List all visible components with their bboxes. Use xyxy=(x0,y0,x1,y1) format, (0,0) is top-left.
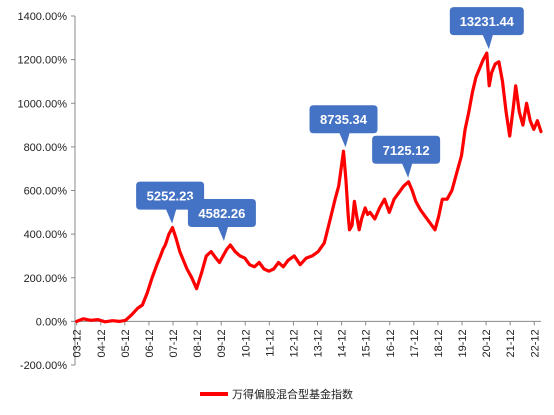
y-tick-label: 1000.00% xyxy=(17,98,67,110)
callout-box xyxy=(372,135,441,178)
x-tick-label: 05-12 xyxy=(120,329,132,357)
callout-box xyxy=(309,105,378,148)
x-tick-label: 07-12 xyxy=(168,329,180,357)
axes: -200.00% 0.00% 200.00% 400.00% 600.00% 800.00… xyxy=(17,11,541,372)
y-tick-label: 1200.00% xyxy=(17,55,67,67)
callout-layer: 5252.23 4582.26 8735.34 7125.12 13231.44 xyxy=(136,7,524,242)
x-tick-label: 04-12 xyxy=(96,329,108,357)
y-tick-label: 400.00% xyxy=(24,229,68,241)
y-tick-label: 0.00% xyxy=(36,316,67,328)
series-layer xyxy=(75,51,543,324)
x-tick-label: 10-12 xyxy=(240,329,252,357)
x-tick-label: 13-12 xyxy=(313,329,325,357)
y-tick-label: 200.00% xyxy=(24,273,68,285)
x-tick-label: 08-12 xyxy=(192,329,204,357)
y-tick-label: 600.00% xyxy=(24,186,68,198)
callout-label: 8735.34 xyxy=(320,112,368,127)
callout: 7125.12 xyxy=(372,135,441,178)
x-tick-label: 06-12 xyxy=(144,329,156,357)
callout-box xyxy=(449,7,524,50)
x-tick-label: 17-12 xyxy=(409,329,421,357)
callout: 8735.34 xyxy=(309,105,378,148)
x-tick-label: 15-12 xyxy=(361,329,373,357)
y-tick-label: -200.00% xyxy=(20,360,67,372)
callout-box xyxy=(187,199,256,242)
callout: 4582.26 xyxy=(187,199,256,242)
legend-label: 万得偏股混合型基金指数 xyxy=(232,387,353,401)
y-tick-label: 800.00% xyxy=(24,142,68,154)
x-tick-label: 21-12 xyxy=(505,329,517,357)
callout-label: 4582.26 xyxy=(198,206,245,221)
callout: 5252.23 xyxy=(136,181,205,224)
x-tick-label: 12-12 xyxy=(288,329,300,357)
x-tick-label: 18-12 xyxy=(433,329,445,357)
callout-label: 7125.12 xyxy=(383,143,430,158)
legend: 万得偏股混合型基金指数 xyxy=(200,387,353,401)
callout: 13231.44 xyxy=(449,7,524,50)
series-line xyxy=(75,51,543,324)
x-tick-label: 03-12 xyxy=(72,329,84,357)
x-tick-label: 09-12 xyxy=(216,329,228,357)
x-tick-label: 20-12 xyxy=(481,329,493,357)
callout-label: 5252.23 xyxy=(147,189,194,204)
y-tick-label: 1400.00% xyxy=(17,11,67,23)
x-tick-label: 19-12 xyxy=(457,329,469,357)
x-tick-label: 16-12 xyxy=(385,329,397,357)
callout-box xyxy=(136,181,205,224)
x-tick-label: 14-12 xyxy=(337,329,349,357)
x-tick-label: 22-12 xyxy=(529,329,541,357)
callout-label: 13231.44 xyxy=(460,14,515,29)
x-tick-label: 11-12 xyxy=(264,329,276,356)
